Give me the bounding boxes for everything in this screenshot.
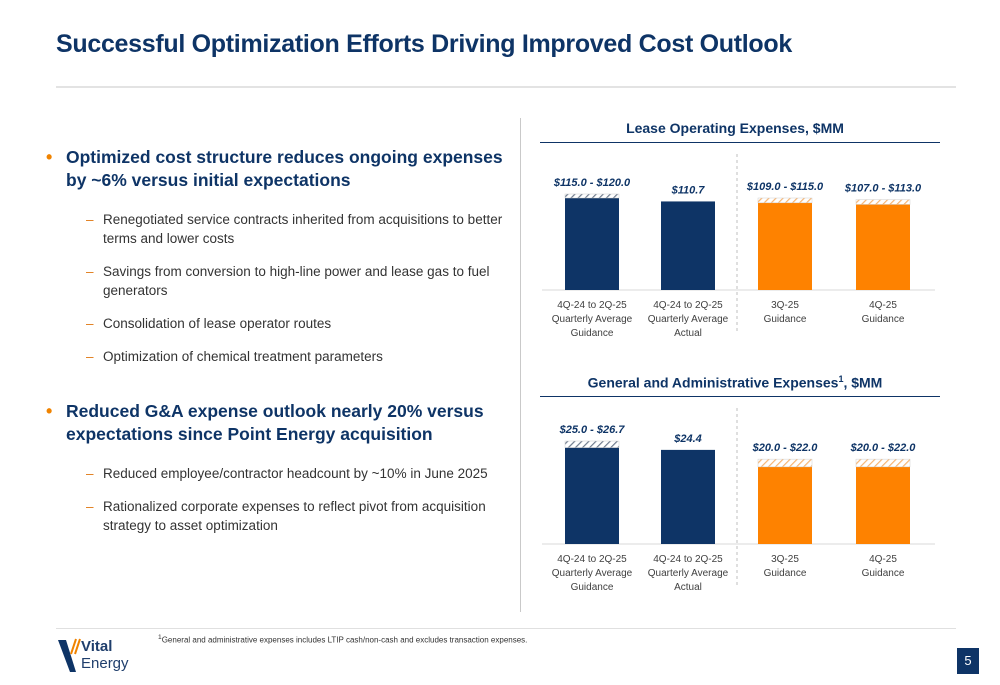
category-label-1: Quarterly Average (552, 568, 633, 579)
bar-3 (758, 466, 812, 544)
ga-chart-svg: $25.0 - $26.7 4Q-24 to 2Q-25 Quarterly Ave… (542, 408, 935, 593)
chart-title-rule (540, 396, 940, 397)
chart-title: General and Administrative Expenses1, $M… (530, 372, 940, 391)
bar-2 (661, 201, 715, 290)
category-label-3: Guidance (764, 568, 807, 579)
sub-bullet: – Reduced employee/contractor headcount b… (44, 464, 514, 483)
footer-divider (56, 628, 956, 629)
page-title: Successful Optimization Efforts Driving … (56, 30, 792, 58)
loe-chart: Lease Operating Expenses, $MM $115.0 - $… (530, 118, 940, 348)
footnote-text: General and administrative expenses incl… (161, 635, 528, 645)
category-label-2: Quarterly Average (648, 568, 729, 579)
dash-icon: – (86, 466, 94, 481)
sub-bullet-list: – Reduced employee/contractor headcount b… (44, 464, 514, 535)
logo-line-1: Vital (81, 638, 113, 655)
bullet-dot-icon: • (46, 401, 53, 421)
logo-text: Vital Energy (81, 638, 129, 672)
category-label-2: Actual (674, 328, 702, 339)
sub-bullet: – Rationalized corporate expenses to refl… (44, 497, 514, 535)
page-number: 5 (957, 648, 979, 674)
bullet-group-1: • Optimized cost structure reduces ongoi… (44, 146, 514, 366)
bar-1 (565, 447, 619, 544)
sub-bullet: – Savings from conversion to high-line po… (44, 262, 514, 300)
bullet-group-2: • Reduced G&A expense outlook nearly 20%… (44, 400, 514, 535)
ga-chart: General and Administrative Expenses1, $M… (530, 372, 940, 602)
footnote: 1General and administrative expenses inc… (158, 634, 527, 645)
category-label-1: Guidance (571, 582, 614, 593)
chart-title: Lease Operating Expenses, $MM (530, 118, 940, 136)
sub-bullet: – Renegotiated service contracts inherite… (44, 210, 514, 248)
sub-bullet-text: Optimization of chemical treatment param… (103, 349, 383, 364)
bullet-dot-icon: • (46, 147, 53, 167)
category-label-2: Actual (674, 582, 702, 593)
bar-4 (856, 204, 910, 290)
sub-bullet-text: Consolidation of lease operator routes (103, 316, 332, 331)
sub-bullet-text: Savings from conversion to high-line pow… (103, 264, 490, 298)
category-label-2: Quarterly Average (648, 314, 729, 325)
category-label-4: Guidance (862, 568, 905, 579)
bar-range-hatch-3 (757, 197, 813, 204)
main-bullet: • Optimized cost structure reduces ongoi… (44, 146, 514, 192)
data-label-2: $110.7 (671, 184, 706, 196)
data-label-4: $20.0 - $22.0 (850, 442, 917, 454)
category-label-3: 3Q-25 (771, 554, 799, 565)
logo-line-2: Energy (81, 655, 129, 672)
data-label-2: $24.4 (673, 433, 702, 445)
category-label-1: Guidance (571, 328, 614, 339)
category-label-4: 4Q-25 (869, 554, 897, 565)
dash-icon: – (86, 212, 94, 227)
title-divider (56, 86, 956, 88)
data-label-1: $25.0 - $26.7 (559, 424, 626, 436)
data-label-3: $20.0 - $22.0 (752, 442, 819, 454)
category-label-2: 4Q-24 to 2Q-25 (653, 554, 723, 565)
dash-icon: – (86, 499, 94, 514)
sub-bullet-text: Renegotiated service contracts inherited… (103, 212, 503, 246)
bullet-list: • Optimized cost structure reduces ongoi… (44, 146, 514, 549)
bar-range-hatch-4 (855, 458, 911, 468)
category-label-3: Guidance (764, 314, 807, 325)
sub-bullet: – Optimization of chemical treatment para… (44, 347, 514, 366)
dash-icon: – (86, 264, 94, 279)
sub-bullet-text: Reduced employee/contractor headcount by… (103, 466, 488, 481)
category-label-4: Guidance (862, 314, 905, 325)
category-label-4: 4Q-25 (869, 300, 897, 311)
vertical-divider (520, 118, 521, 612)
bar-range-hatch-3 (757, 458, 813, 468)
main-bullet: • Reduced G&A expense outlook nearly 20%… (44, 400, 514, 446)
bar-3 (758, 202, 812, 290)
chart-title-suffix: , $MM (843, 374, 883, 391)
bar-range-hatch-4 (855, 199, 911, 205)
category-label-3: 3Q-25 (771, 300, 799, 311)
sub-bullet: – Consolidation of lease operator routes (44, 314, 514, 333)
category-label-1: 4Q-24 to 2Q-25 (557, 554, 627, 565)
category-label-1: 4Q-24 to 2Q-25 (557, 300, 627, 311)
loe-chart-svg: $115.0 - $120.0 4Q-24 to 2Q-25 Quarterly A… (542, 154, 935, 339)
bar-range-hatch-1 (564, 440, 620, 448)
data-label-4: $107.0 - $113.0 (844, 183, 922, 195)
vital-energy-logo (58, 638, 81, 672)
footnote-sup: 1 (158, 634, 162, 641)
data-label-1: $115.0 - $120.0 (553, 177, 631, 189)
sub-bullet-list: – Renegotiated service contracts inherite… (44, 210, 514, 366)
chart-title-sup: 1 (838, 374, 844, 384)
bar-4 (856, 466, 910, 544)
chart-title-text: General and Administrative Expenses (587, 374, 839, 391)
dash-icon: – (86, 316, 94, 331)
chart-title-text: Lease Operating Expenses, $MM (626, 120, 844, 136)
dash-icon: – (86, 349, 94, 364)
data-label-3: $109.0 - $115.0 (746, 181, 824, 193)
main-bullet-text: Reduced G&A expense outlook nearly 20% v… (66, 401, 484, 444)
category-label-2: 4Q-24 to 2Q-25 (653, 300, 723, 311)
bar-range-hatch-1 (564, 193, 620, 199)
chart-title-rule (540, 142, 940, 143)
bar-1 (565, 198, 619, 290)
main-bullet-text: Optimized cost structure reduces ongoing… (66, 147, 503, 190)
bar-2 (661, 449, 715, 544)
category-label-1: Quarterly Average (552, 314, 633, 325)
sub-bullet-text: Rationalized corporate expenses to refle… (103, 499, 486, 533)
